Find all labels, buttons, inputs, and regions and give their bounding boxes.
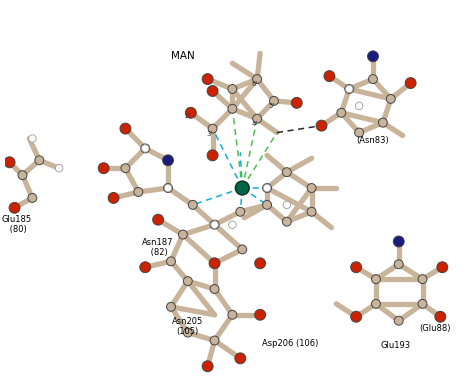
Text: Asp206 (106): Asp206 (106) bbox=[262, 339, 318, 348]
Circle shape bbox=[178, 230, 187, 239]
Circle shape bbox=[263, 200, 272, 209]
Circle shape bbox=[263, 184, 271, 192]
Circle shape bbox=[228, 105, 237, 113]
Circle shape bbox=[141, 144, 150, 153]
Circle shape bbox=[378, 118, 387, 127]
Text: Glu185
 (80): Glu185 (80) bbox=[1, 215, 32, 234]
Circle shape bbox=[393, 236, 404, 247]
Circle shape bbox=[367, 51, 378, 62]
Circle shape bbox=[346, 85, 353, 93]
Circle shape bbox=[98, 163, 109, 174]
Text: Asn205
(105): Asn205 (105) bbox=[172, 317, 203, 336]
Circle shape bbox=[283, 168, 292, 177]
Circle shape bbox=[337, 108, 346, 117]
Text: 3': 3' bbox=[206, 131, 213, 136]
Circle shape bbox=[270, 97, 278, 105]
Circle shape bbox=[345, 84, 354, 93]
Circle shape bbox=[228, 221, 236, 228]
Text: (Asn83): (Asn83) bbox=[356, 136, 389, 144]
Circle shape bbox=[153, 214, 164, 225]
Circle shape bbox=[210, 336, 219, 345]
Circle shape bbox=[209, 258, 220, 269]
Circle shape bbox=[134, 187, 143, 196]
Circle shape bbox=[369, 74, 377, 84]
Circle shape bbox=[236, 181, 249, 195]
Circle shape bbox=[185, 107, 196, 118]
Circle shape bbox=[140, 262, 151, 273]
Circle shape bbox=[166, 302, 175, 311]
Circle shape bbox=[351, 262, 362, 273]
Circle shape bbox=[210, 285, 219, 293]
Circle shape bbox=[324, 71, 335, 82]
Circle shape bbox=[163, 155, 173, 166]
Circle shape bbox=[164, 184, 172, 192]
Circle shape bbox=[228, 84, 237, 93]
Text: 5': 5' bbox=[269, 103, 275, 109]
Circle shape bbox=[120, 123, 131, 134]
Circle shape bbox=[435, 311, 446, 322]
Circle shape bbox=[228, 310, 237, 319]
Text: Glu193: Glu193 bbox=[381, 340, 411, 350]
Circle shape bbox=[166, 257, 175, 266]
Circle shape bbox=[355, 128, 364, 137]
Circle shape bbox=[4, 157, 15, 168]
Circle shape bbox=[55, 165, 63, 172]
Circle shape bbox=[437, 262, 448, 273]
Circle shape bbox=[202, 361, 213, 372]
Circle shape bbox=[418, 299, 427, 308]
Circle shape bbox=[394, 316, 403, 325]
Circle shape bbox=[211, 221, 219, 228]
Circle shape bbox=[236, 207, 245, 216]
Circle shape bbox=[28, 135, 36, 142]
Circle shape bbox=[356, 102, 363, 109]
Circle shape bbox=[253, 74, 262, 84]
Circle shape bbox=[210, 220, 219, 229]
Circle shape bbox=[35, 156, 44, 165]
Circle shape bbox=[210, 259, 219, 268]
Circle shape bbox=[307, 184, 316, 193]
Circle shape bbox=[141, 145, 149, 152]
Circle shape bbox=[164, 184, 173, 193]
Circle shape bbox=[207, 86, 218, 97]
Circle shape bbox=[183, 277, 192, 285]
Circle shape bbox=[9, 203, 20, 213]
Circle shape bbox=[316, 120, 327, 131]
Circle shape bbox=[164, 156, 173, 165]
Circle shape bbox=[207, 150, 218, 161]
Circle shape bbox=[202, 74, 213, 84]
Circle shape bbox=[372, 299, 381, 308]
Circle shape bbox=[405, 78, 416, 89]
Circle shape bbox=[372, 275, 381, 283]
Circle shape bbox=[121, 164, 130, 173]
Circle shape bbox=[188, 200, 197, 209]
Text: 6': 6' bbox=[252, 81, 258, 87]
Circle shape bbox=[255, 258, 265, 269]
Text: 2': 2' bbox=[185, 113, 191, 119]
Circle shape bbox=[255, 309, 265, 320]
Circle shape bbox=[108, 193, 119, 203]
Circle shape bbox=[386, 95, 395, 103]
Circle shape bbox=[283, 217, 292, 226]
Circle shape bbox=[208, 124, 217, 133]
Circle shape bbox=[307, 207, 316, 216]
Circle shape bbox=[183, 328, 192, 337]
Text: MAN: MAN bbox=[171, 51, 195, 61]
Circle shape bbox=[238, 245, 247, 254]
Circle shape bbox=[235, 353, 246, 364]
Circle shape bbox=[394, 260, 403, 269]
Circle shape bbox=[253, 114, 262, 123]
Circle shape bbox=[283, 201, 291, 209]
Text: Asn187
 (82): Asn187 (82) bbox=[142, 238, 174, 257]
Circle shape bbox=[292, 97, 302, 108]
Text: 4': 4' bbox=[252, 121, 258, 127]
Circle shape bbox=[263, 184, 272, 193]
Text: (Glu88): (Glu88) bbox=[419, 324, 451, 332]
Circle shape bbox=[418, 275, 427, 283]
Circle shape bbox=[28, 193, 37, 203]
Circle shape bbox=[18, 171, 27, 180]
Circle shape bbox=[351, 311, 362, 322]
